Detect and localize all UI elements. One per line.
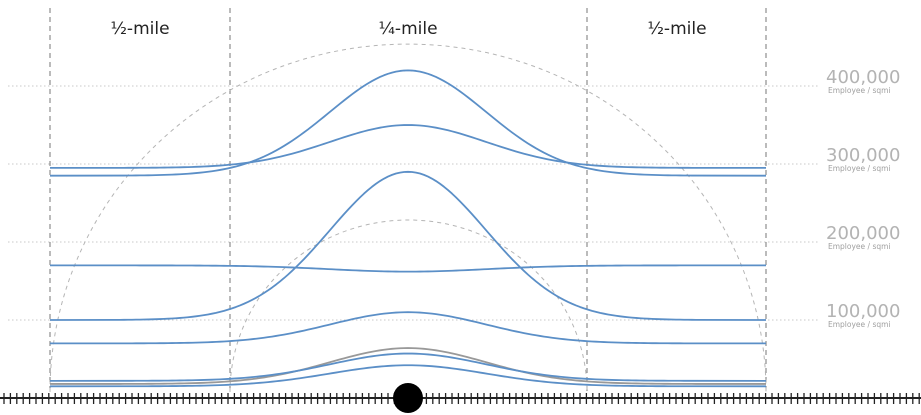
density-unit-200k: Employee / sqmi — [828, 242, 891, 251]
density-curve-7 — [49, 364, 767, 388]
station-dot-icon — [393, 383, 423, 413]
density-labels: 400,000 Employee / sqmi 300,000 Employee… — [826, 67, 900, 329]
density-curve-4 — [49, 264, 767, 273]
density-curve-3 — [49, 170, 767, 321]
density-curves-grey — [49, 347, 767, 385]
density-label-400k: 400,000 — [826, 67, 900, 88]
zone-labels: ½-mile ¼-mile ½-mile — [110, 19, 706, 39]
density-label-100k: 100,000 — [826, 301, 900, 322]
density-curve-1 — [49, 69, 767, 177]
walkshed-arcs — [49, 43, 767, 393]
density-label-300k: 300,000 — [826, 145, 900, 166]
density-curve-6 — [49, 352, 767, 382]
half-mile-walkshed-arc — [49, 43, 767, 393]
zone-dividers — [49, 8, 767, 392]
quarter-mile-walkshed-arc — [229, 219, 588, 393]
density-curve-grey-1 — [49, 347, 767, 385]
zone-label-center: ¼-mile — [378, 19, 437, 39]
density-curve-2 — [49, 124, 767, 169]
density-curves — [49, 69, 767, 388]
density-curve-5 — [49, 311, 767, 345]
density-label-200k: 200,000 — [826, 223, 900, 244]
density-gridlines — [8, 85, 818, 321]
rail-track-icon — [0, 393, 921, 404]
density-unit-300k: Employee / sqmi — [828, 164, 891, 173]
zone-label-right: ½-mile — [647, 19, 706, 39]
density-unit-400k: Employee / sqmi — [828, 86, 891, 95]
zone-label-left: ½-mile — [110, 19, 169, 39]
density-unit-100k: Employee / sqmi — [828, 320, 891, 329]
